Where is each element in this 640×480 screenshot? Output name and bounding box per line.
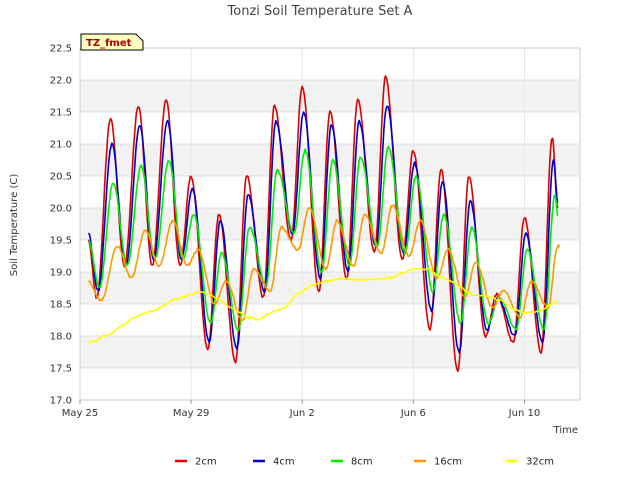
x-tick-label: Jun 6 — [400, 408, 426, 419]
y-tick-label: 21.0 — [50, 140, 72, 151]
series-line-8cm — [87, 145, 559, 332]
x-axis-ticks: May 25 May 29 Jun 2 Jun 6 Jun 10 — [62, 400, 540, 419]
chart-title: Tonzi Soil Temperature Set A — [227, 4, 413, 19]
plot-area — [79, 47, 581, 401]
y-tick-label: 19.0 — [50, 268, 72, 279]
legend-label-8cm: 8cm — [351, 457, 373, 468]
legend-label-2cm: 2cm — [195, 457, 217, 468]
grid-band — [80, 336, 580, 368]
y-axis-title: Soil Temperature (C) — [9, 174, 20, 277]
grid-band — [80, 208, 580, 240]
y-tick-label: 22.0 — [50, 76, 72, 87]
station-label-text: TZ_fmet — [86, 38, 132, 49]
y-tick-label: 20.5 — [50, 172, 72, 183]
grid-band — [80, 272, 580, 304]
y-tick-label: 18.0 — [50, 332, 72, 343]
legend-label-16cm: 16cm — [434, 457, 462, 468]
series-line-32cm — [87, 267, 559, 344]
legend: 2cm 4cm 8cm 16cm 32cm — [175, 457, 554, 468]
y-tick-label: 17.0 — [50, 396, 72, 407]
y-tick-label: 22.5 — [50, 44, 72, 55]
series-line-2cm — [87, 75, 559, 373]
x-tick-label: Jun 2 — [289, 408, 315, 419]
legend-label-4cm: 4cm — [273, 457, 295, 468]
y-tick-label: 18.5 — [50, 300, 72, 311]
grid-band — [80, 80, 580, 112]
y-tick-label: 17.5 — [50, 364, 72, 375]
series-lines — [87, 75, 560, 373]
station-label: TZ_fmet — [80, 33, 144, 51]
y-tick-label: 20.0 — [50, 204, 72, 215]
x-tick-label: May 29 — [173, 408, 210, 419]
y-tick-label: 21.5 — [50, 108, 72, 119]
series-line-4cm — [88, 105, 559, 354]
y-axis-ticks: 17.0 17.5 18.0 18.5 19.0 19.5 20.0 20.5 21.0 21.5… — [50, 44, 72, 407]
x-tick-label: Jun 10 — [508, 408, 541, 419]
series-line-16cm — [87, 204, 560, 322]
station-label-box — [80, 33, 144, 51]
y-tick-label: 19.5 — [50, 236, 72, 247]
x-axis-title: Time — [553, 425, 578, 436]
legend-label-32cm: 32cm — [526, 457, 554, 468]
x-tick-label: May 25 — [62, 408, 99, 419]
grid-bands — [80, 80, 580, 368]
